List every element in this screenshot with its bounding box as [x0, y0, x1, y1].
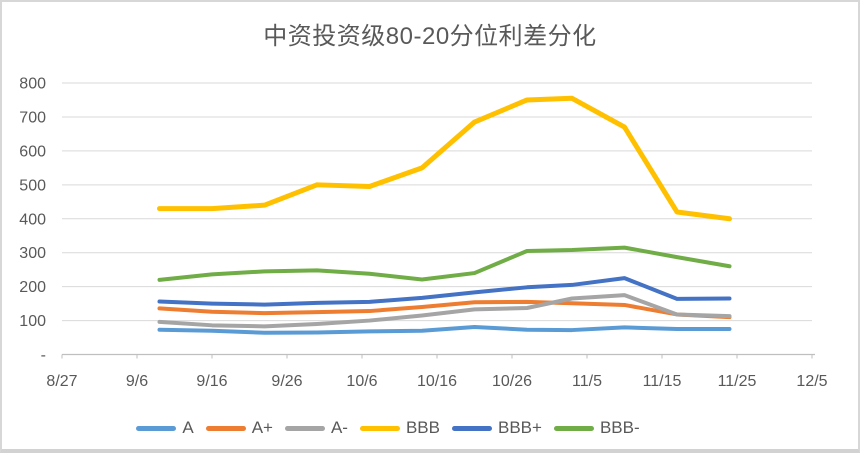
x-tick-label: 10/26: [492, 373, 532, 390]
x-tick-label: 9/26: [271, 373, 302, 390]
series-line-A-: [157, 293, 732, 329]
y-tick-label: -: [41, 347, 46, 364]
legend-marker-BBB-: [553, 425, 594, 431]
legend-label: BBB-: [599, 418, 640, 437]
x-tick-label: 10/6: [346, 373, 377, 390]
series-line-BBB: [157, 95, 732, 222]
series-line-BBB+: [157, 276, 732, 307]
series-line-BBB-: [157, 245, 732, 282]
legend-marker-A: [136, 425, 177, 431]
legend: A A+ A- BBB BBB+ BBB-: [2, 414, 774, 442]
y-tick-label: 600: [19, 143, 46, 160]
y-tick-label: 300: [19, 245, 46, 262]
x-tick-label: 10/16: [417, 373, 457, 390]
legend-label: BBB: [405, 418, 440, 437]
x-tick-label: 8/27: [46, 373, 77, 390]
x-tick-label: 9/6: [126, 373, 148, 390]
y-tick-label: 400: [19, 211, 46, 228]
x-tick-label: 11/25: [718, 373, 757, 390]
legend-marker-A+: [205, 425, 246, 431]
legend-marker-BBB: [359, 425, 400, 431]
legend-label: A-: [330, 418, 348, 437]
legend-label: BBB+: [498, 418, 542, 437]
y-tick-label: 800: [19, 76, 46, 93]
legend-label: A+: [251, 418, 273, 437]
legend-item-BBB: BBB: [359, 418, 440, 438]
x-tick-label: 9/16: [196, 373, 227, 390]
series-line-A+: [157, 299, 732, 320]
chart-title: 中资投资级80-20分位利差分化: [263, 23, 597, 50]
legend-label: A: [182, 418, 194, 437]
legend-marker-A-: [284, 425, 325, 431]
legend-item-A: A: [136, 418, 194, 438]
x-tick-label: 11/15: [643, 373, 682, 390]
y-tick-label: 200: [19, 279, 46, 296]
legend-item-A-: A-: [284, 418, 348, 438]
y-tick-label: 700: [19, 109, 46, 126]
legend-item-A+: A+: [205, 418, 273, 438]
y-tick-label: 100: [19, 313, 46, 330]
legend-item-BBB-: BBB-: [553, 418, 640, 438]
series-line-A: [157, 325, 732, 335]
x-tick-label: 12/5: [796, 373, 827, 390]
legend-item-BBB+: BBB+: [452, 418, 542, 438]
legend-marker-BBB+: [452, 425, 492, 431]
y-tick-label: 500: [19, 177, 46, 194]
x-tick-label: 11/5: [572, 373, 602, 390]
